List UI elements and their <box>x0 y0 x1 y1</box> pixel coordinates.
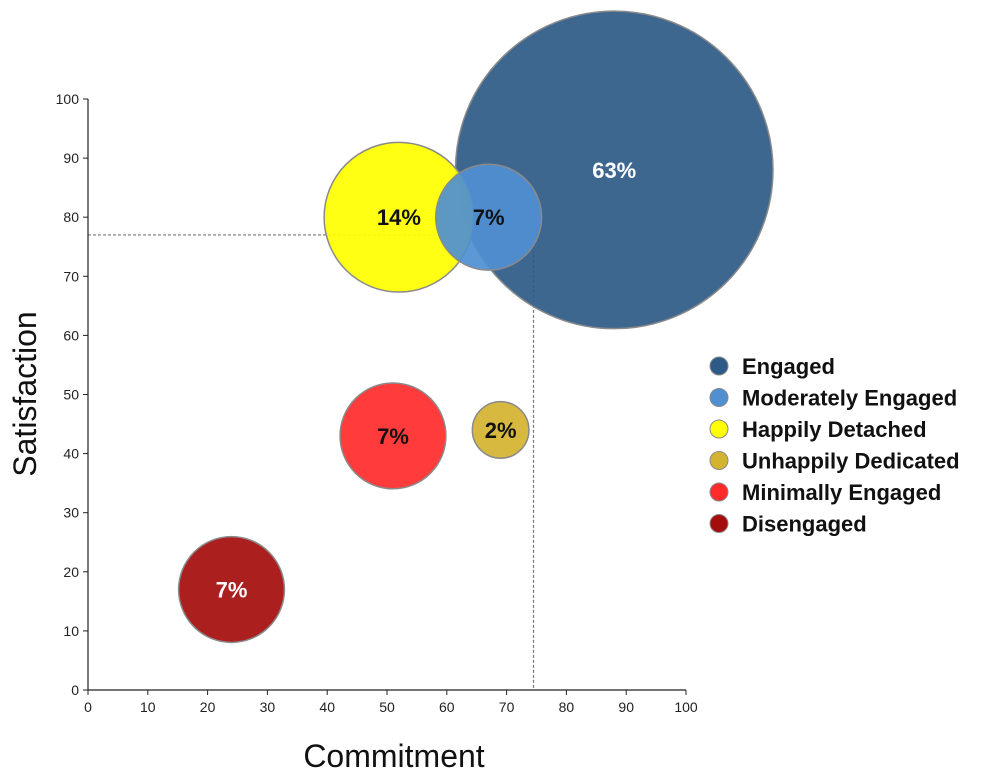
x-tick-label: 40 <box>319 699 335 715</box>
axes: 0 10 20 30 40 50 60 70 80 90 100 0 10 20 30 40 50 60 70 80 9… <box>56 91 698 715</box>
bubble-label: 63% <box>592 158 636 183</box>
y-tick-label: 10 <box>63 623 79 639</box>
bubble-label: 7% <box>216 578 248 603</box>
x-tick-label: 60 <box>439 699 455 715</box>
bubble <box>434 163 543 271</box>
x-axis-title: Commitment <box>303 738 484 774</box>
legend-label: Unhappily Dedicated <box>742 449 960 474</box>
y-axis-title: Satisfaction <box>7 311 43 476</box>
legend-marker <box>709 388 729 407</box>
y-tick-label: 0 <box>71 682 79 698</box>
legend-marker <box>709 356 729 376</box>
bubble <box>471 400 530 459</box>
legend-marker <box>709 451 729 470</box>
x-tick-label: 50 <box>379 699 395 715</box>
x-tick-label: 80 <box>559 699 575 715</box>
bubble-label: 2% <box>485 418 517 443</box>
bubble-label: 7% <box>377 424 409 449</box>
legend-label: Happily Detached <box>742 417 927 442</box>
legend-marker <box>709 482 729 502</box>
legend-marker <box>709 514 729 533</box>
bubble-label: 7% <box>473 205 505 230</box>
y-tick-label: 20 <box>63 564 79 580</box>
x-tick-label: 10 <box>140 699 156 715</box>
x-tick-label: 20 <box>200 699 216 715</box>
x-tick-label: 100 <box>674 699 698 715</box>
bubble <box>177 535 286 644</box>
legend-label: Minimally Engaged <box>742 480 941 505</box>
y-tick-label: 100 <box>56 91 80 107</box>
x-tick-label: 90 <box>618 699 634 715</box>
y-tick-label: 60 <box>63 327 79 343</box>
legend-label: Engaged <box>742 354 835 379</box>
x-tick-label: 0 <box>84 699 92 715</box>
y-tick-label: 50 <box>63 387 79 403</box>
legend-label: Disengaged <box>742 512 867 537</box>
x-tick-label: 30 <box>260 699 276 715</box>
bubble <box>339 382 447 490</box>
y-tick-label: 70 <box>63 268 79 284</box>
plot-area: 63% 14% 7% 7% 7% 2% <box>88 10 774 690</box>
y-tick-label: 30 <box>63 505 79 521</box>
y-tick-label: 90 <box>63 150 79 166</box>
x-tick-label: 70 <box>499 699 515 715</box>
legend: Engaged Moderately Engaged Happily Detache… <box>709 354 960 537</box>
legend-marker <box>709 419 729 439</box>
legend-label: Moderately Engaged <box>742 386 957 411</box>
bubble-label: 14% <box>377 205 421 230</box>
y-tick-label: 80 <box>63 209 79 225</box>
y-tick-label: 40 <box>63 446 79 462</box>
